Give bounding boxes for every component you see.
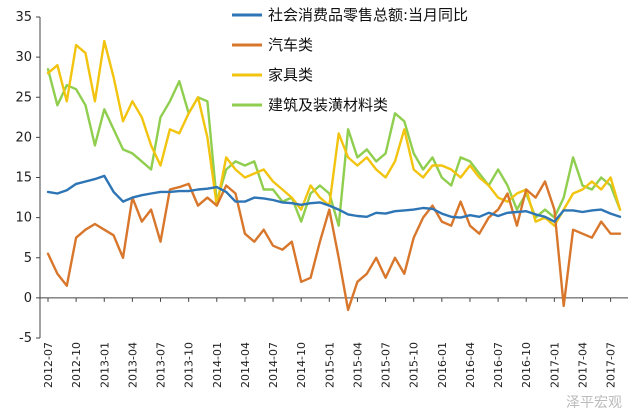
x-tick-label: 2017-04 [576,342,589,388]
series-line-2 [46,39,622,227]
x-tick-label: 2015-07 [380,342,393,388]
x-tick-label: 2012-07 [42,342,55,388]
x-tick-label: 2017-07 [605,342,618,388]
x-tick-label: 2016-10 [520,342,533,388]
series-lines [46,39,622,312]
x-tick-label: 2015-01 [323,342,336,388]
y-tick-label: 30 [15,50,32,65]
x-tick-label: 2014-01 [211,342,224,388]
x-tick-label: 2017-01 [548,342,561,388]
y-tick-label: 35 [15,10,32,25]
series-line-1 [46,180,622,312]
x-tick-label: 2014-07 [267,342,280,388]
x-tick-label: 2013-01 [98,342,111,388]
legend-label-3: 建筑及装潢材料类 [268,96,388,114]
watermark: 泽平宏观 [566,395,622,411]
x-tick-label: 2012-10 [70,342,83,388]
y-tick-label: 20 [15,130,32,145]
x-tick-label: 2016-01 [436,342,449,388]
y-tick-label: 5 [24,251,32,266]
x-tick-label: 2016-07 [492,342,505,388]
legend-label-1: 汽车类 [268,36,313,54]
x-axis-ticks: 2012-07 2012-10 2013-01 2013-04 2013-07 2013-… [42,297,618,388]
y-tick-label: 15 [15,171,32,186]
y-tick-label: -5 [19,331,32,346]
x-tick-label: 2015-10 [408,342,421,388]
x-tick-label: 2013-07 [155,342,168,388]
x-tick-label: 2015-04 [351,342,364,388]
series-line-0 [46,174,622,223]
y-axis-ticks: -5 0 5 10 15 20 25 30 35 [15,10,40,346]
x-tick-label: 2014-04 [239,342,252,388]
legend-label-2: 家具类 [268,66,313,84]
y-tick-label: 0 [24,291,32,306]
x-tick-label: 2013-10 [183,342,196,388]
watermark-text: 泽平宏观 [566,395,622,411]
x-tick-label: 2013-04 [126,342,139,388]
x-tick-label: 2016-04 [464,342,477,388]
y-tick-label: 25 [15,90,32,105]
x-tick-label: 2014-10 [295,342,308,388]
y-tick-label: 10 [15,211,32,226]
legend-label-0: 社会消费品零售总额:当月同比 [268,6,468,24]
